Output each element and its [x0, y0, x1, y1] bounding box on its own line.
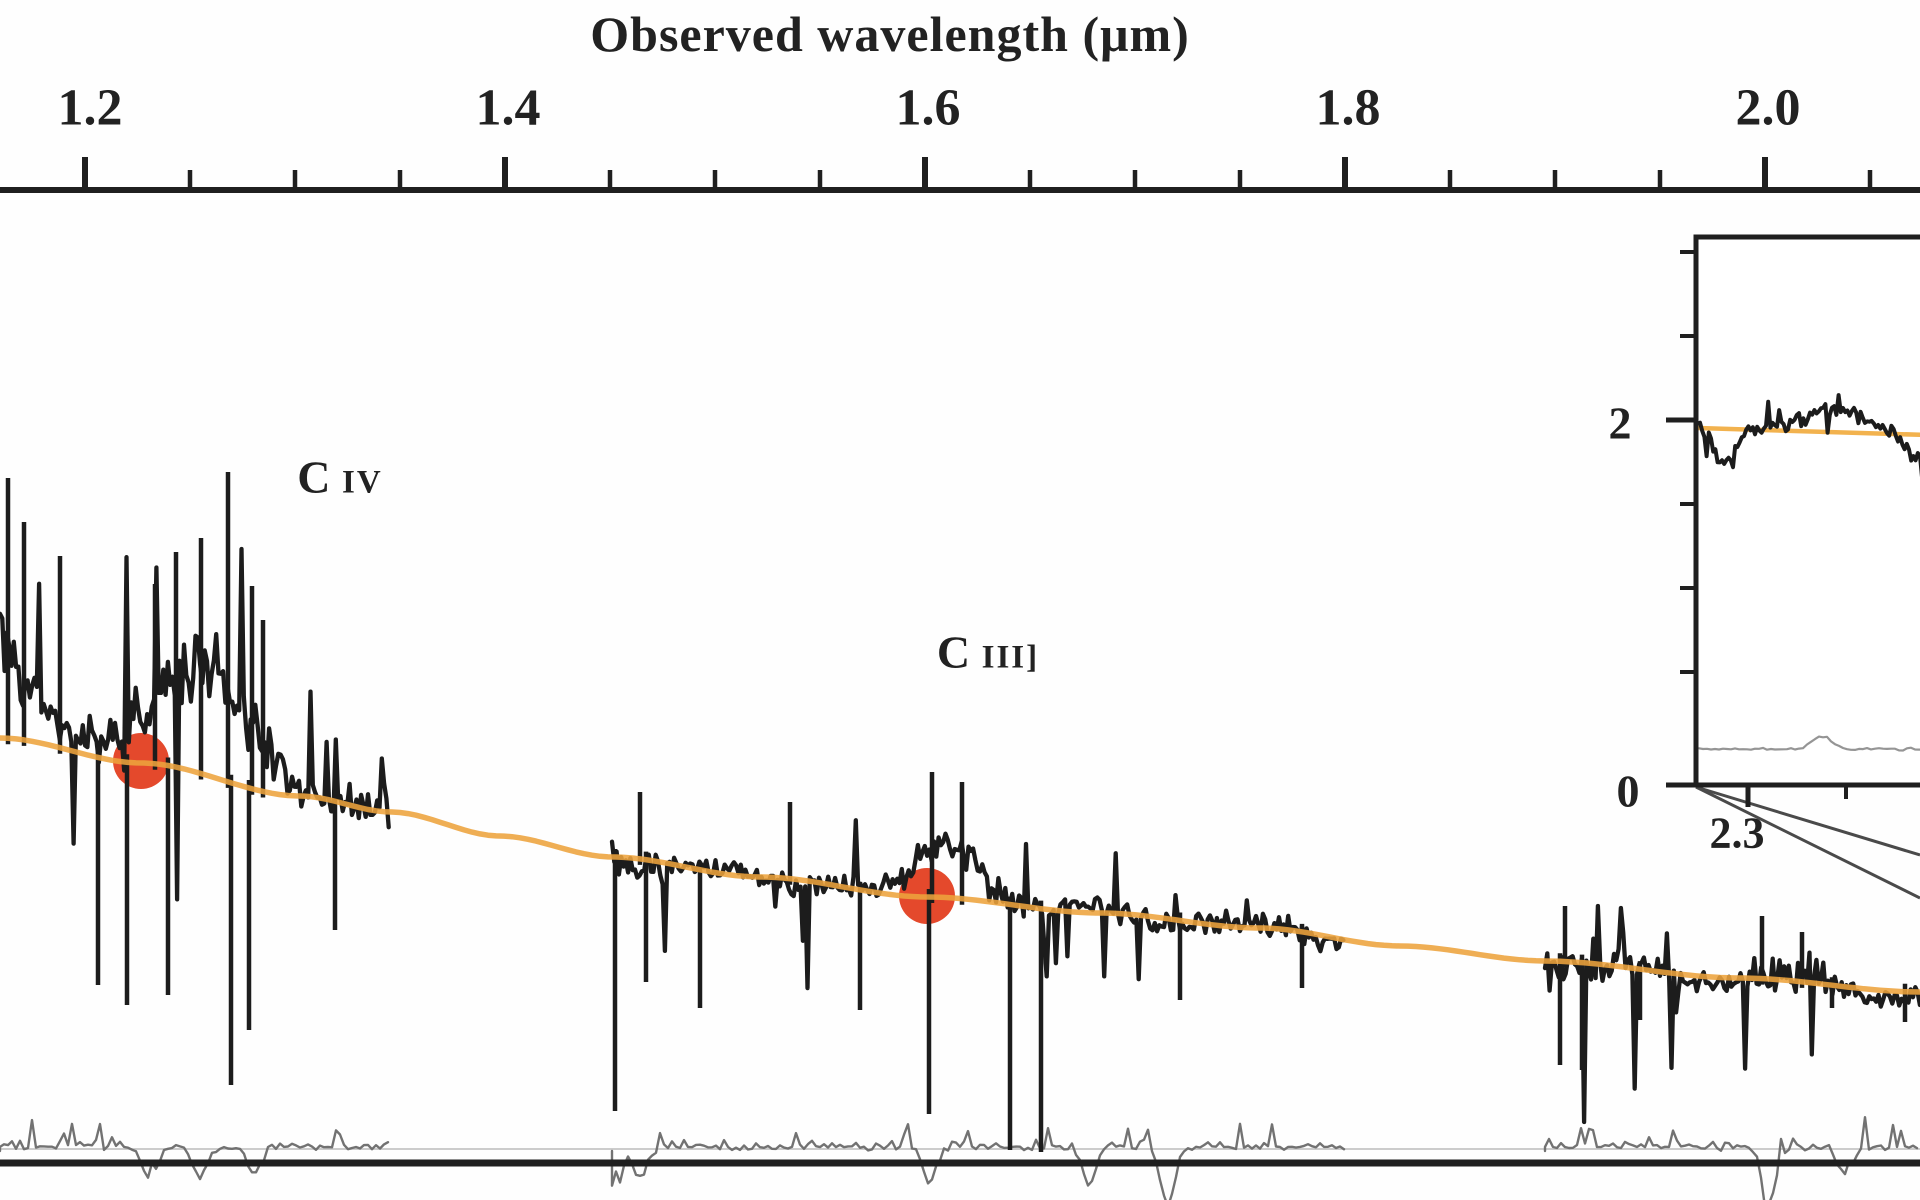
- inset-noise-line: [1697, 735, 1920, 752]
- noise-spectrum-segment-1: [610, 1122, 1346, 1200]
- inset-connector-line-0: [1695, 785, 1920, 857]
- ciii-line-label: C III]: [937, 626, 1039, 679]
- x-tick-label-1-4: 1.4: [475, 79, 541, 137]
- civ-label-c: C: [297, 451, 331, 503]
- spectrum-band-2: [1542, 903, 1920, 1125]
- civ-label-iv: IV: [342, 464, 383, 501]
- ciii-label-iii: III]: [981, 639, 1040, 676]
- inset-spectrum-line: [1698, 393, 1920, 478]
- x-axis-title: Observed wavelength (μm): [590, 6, 1190, 62]
- spectrum-band-1: [609, 818, 1346, 991]
- x-tick-label-1-2: 1.2: [57, 79, 123, 137]
- x-tick-label-1-8: 1.8: [1315, 79, 1381, 137]
- x-tick-label-2-0: 2.0: [1735, 79, 1801, 137]
- inset-border: [1693, 234, 1920, 788]
- x-tick-label-1-6: 1.6: [895, 79, 961, 137]
- inset-x-tick-label-2-3: 2.3: [1709, 808, 1765, 858]
- ciii-label-c: C: [936, 626, 971, 678]
- inset-y-tick-label-0: 0: [1616, 765, 1640, 817]
- inset-continuum-line: [1697, 425, 1920, 438]
- continuum-fit-line: [0, 735, 1920, 995]
- inset-y-tick-label-2: 2: [1608, 397, 1632, 449]
- inset-connector-line-1: [1695, 785, 1920, 900]
- inset-background: [1696, 237, 1920, 785]
- civ-line-label: C IV: [297, 451, 382, 504]
- spectrum-band-0: [0, 546, 391, 902]
- noise-spectrum-segment-2: [1543, 1116, 1919, 1200]
